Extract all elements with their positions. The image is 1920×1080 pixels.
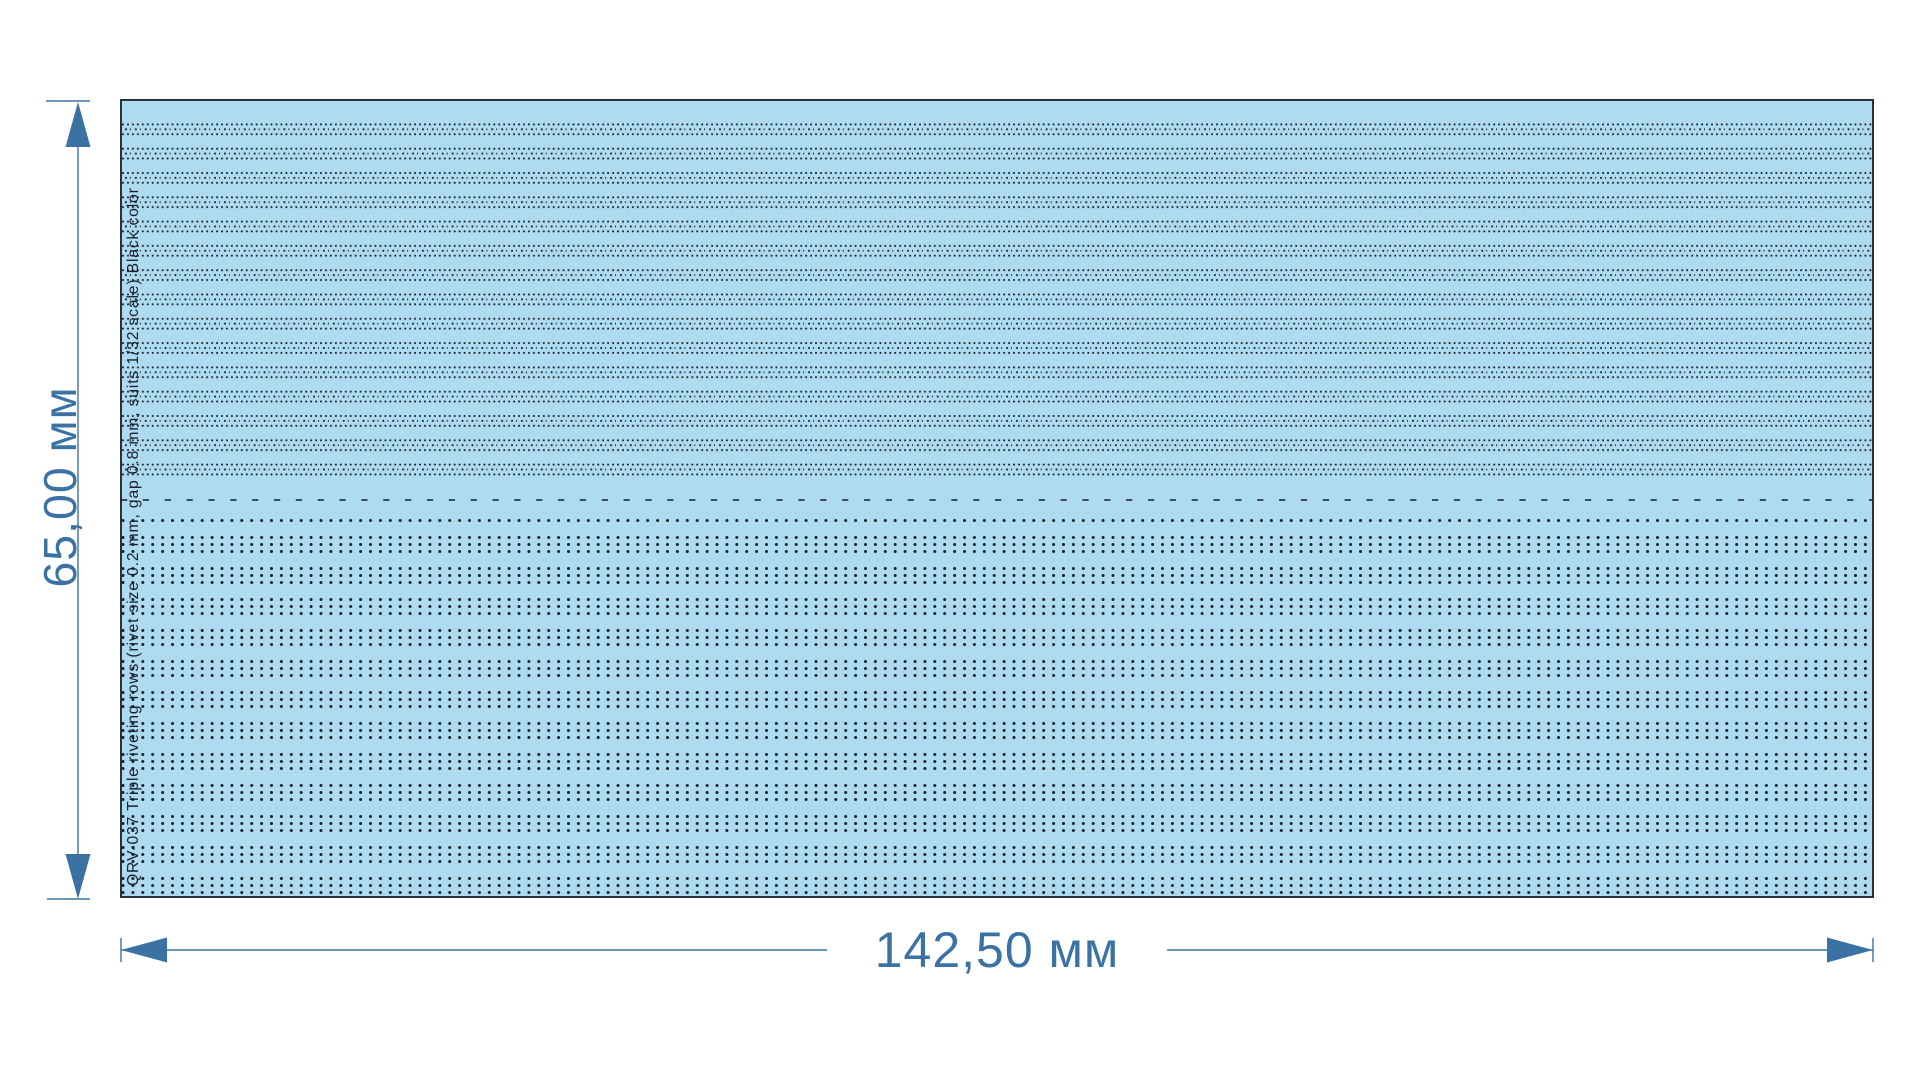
svg-text:65,00 мм: 65,00 мм <box>34 386 86 587</box>
svg-text:142,50 мм: 142,50 мм <box>875 922 1120 978</box>
svg-text:QRV-037 Triple riveting rows (: QRV-037 Triple riveting rows (rivet size… <box>125 187 142 886</box>
